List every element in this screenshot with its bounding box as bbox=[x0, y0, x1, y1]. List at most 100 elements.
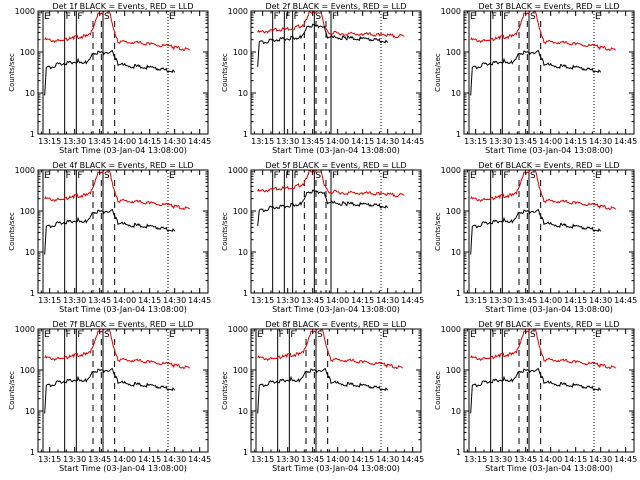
x-tick-label: 13:30 bbox=[489, 137, 512, 146]
y-tick-label: 10 bbox=[238, 248, 248, 257]
event-marker-label: F bbox=[492, 330, 497, 340]
plot-frame bbox=[250, 328, 422, 453]
x-tick-label: 13:45 bbox=[514, 455, 537, 464]
event-marker-label: E bbox=[595, 171, 601, 181]
y-tick-label: 10 bbox=[25, 407, 35, 416]
x-tick-label: 14:45 bbox=[401, 137, 424, 146]
series-line-events bbox=[257, 23, 389, 67]
event-marker-label: E bbox=[382, 171, 388, 181]
event-marker-label: E bbox=[470, 12, 476, 22]
series-line-lld bbox=[44, 329, 191, 370]
event-marker-label: F bbox=[492, 12, 497, 22]
x-tick-label: 14:15 bbox=[351, 296, 374, 305]
x-tick-label: 14:15 bbox=[138, 455, 161, 464]
series-line-events bbox=[257, 367, 389, 414]
y-tick-label: 10 bbox=[25, 248, 35, 257]
y-axis-label: Counts/sec bbox=[434, 371, 442, 410]
x-axis-label: Start Time (03-Jan-04 13:08:00) bbox=[485, 305, 613, 314]
plot-frame bbox=[463, 10, 635, 135]
y-tick-label: 100 bbox=[233, 48, 248, 57]
y-tick-label: 100 bbox=[20, 207, 35, 216]
x-tick-label: 14:00 bbox=[539, 137, 562, 146]
x-tick-label: 14:45 bbox=[188, 455, 211, 464]
x-tick-label: 13:15 bbox=[251, 137, 274, 146]
y-tick-label: 1 bbox=[30, 130, 35, 139]
event-marker-label: F bbox=[274, 171, 279, 181]
y-axis-label: Counts/sec bbox=[221, 53, 229, 92]
series-line-events bbox=[44, 49, 176, 96]
x-tick-label: 14:15 bbox=[564, 296, 587, 305]
x-tick-label: 14:30 bbox=[376, 455, 399, 464]
y-tick-label: 10 bbox=[238, 407, 248, 416]
series-line-events bbox=[44, 367, 176, 414]
event-marker-label: S bbox=[317, 330, 323, 340]
x-tick-label: 14:45 bbox=[188, 137, 211, 146]
x-tick-label: 13:45 bbox=[301, 137, 324, 146]
x-tick-label: 14:30 bbox=[589, 296, 612, 305]
y-tick-label: 100 bbox=[446, 48, 461, 57]
x-tick-label: 13:30 bbox=[489, 455, 512, 464]
x-tick-label: 14:15 bbox=[351, 137, 374, 146]
x-tick-label: 13:15 bbox=[38, 137, 61, 146]
y-tick-label: 1 bbox=[456, 289, 461, 298]
chart-title: Det 8f BLACK = Events, RED = LLD bbox=[265, 320, 406, 329]
event-marker-label: F bbox=[77, 330, 82, 340]
event-marker-label: S bbox=[530, 171, 536, 181]
event-marker-label: S bbox=[315, 171, 321, 181]
y-tick-label: 1 bbox=[243, 289, 248, 298]
x-tick-label: 13:30 bbox=[489, 296, 512, 305]
event-marker-label: E bbox=[470, 171, 476, 181]
event-marker-label: E bbox=[595, 12, 601, 22]
series-line-lld bbox=[470, 11, 617, 52]
y-tick-label: 1000 bbox=[228, 166, 248, 175]
event-marker-label: F bbox=[285, 171, 290, 181]
event-marker-label: E bbox=[44, 12, 50, 22]
x-tick-label: 14:30 bbox=[376, 137, 399, 146]
chart-title: Det 2f BLACK = Events, RED = LLD bbox=[265, 2, 406, 11]
x-tick-label: 13:45 bbox=[88, 296, 111, 305]
x-tick-label: 14:15 bbox=[138, 296, 161, 305]
event-marker-label: E bbox=[382, 12, 388, 22]
x-tick-label: 13:45 bbox=[88, 137, 111, 146]
event-marker-label: E bbox=[382, 330, 388, 340]
plot-frame bbox=[250, 10, 422, 135]
x-tick-label: 13:45 bbox=[301, 296, 324, 305]
event-marker-label: E bbox=[169, 330, 175, 340]
y-tick-label: 1 bbox=[243, 130, 248, 139]
series-line-lld bbox=[44, 11, 191, 52]
event-marker-label: E bbox=[470, 330, 476, 340]
y-axis-label: Counts/sec bbox=[221, 371, 229, 410]
event-marker-label: F bbox=[274, 12, 279, 22]
y-tick-label: 1000 bbox=[228, 325, 248, 334]
event-marker-label: F bbox=[279, 330, 284, 340]
y-tick-label: 100 bbox=[20, 366, 35, 375]
y-tick-label: 10 bbox=[25, 89, 35, 98]
series-line-events bbox=[470, 208, 602, 255]
x-tick-label: 14:15 bbox=[138, 137, 161, 146]
event-marker-label: S bbox=[530, 12, 536, 22]
x-tick-label: 13:45 bbox=[514, 296, 537, 305]
event-marker-label: F bbox=[285, 12, 290, 22]
x-tick-label: 14:00 bbox=[326, 296, 349, 305]
event-marker-label: F bbox=[290, 330, 295, 340]
x-tick-label: 14:15 bbox=[564, 137, 587, 146]
event-marker-label: F bbox=[503, 330, 508, 340]
x-tick-label: 14:00 bbox=[113, 296, 136, 305]
x-tick-label: 13:15 bbox=[38, 296, 61, 305]
event-marker-label: E bbox=[44, 330, 50, 340]
x-tick-label: 13:30 bbox=[63, 137, 86, 146]
y-tick-label: 1 bbox=[456, 448, 461, 457]
y-tick-label: 100 bbox=[233, 207, 248, 216]
x-tick-label: 13:30 bbox=[63, 455, 86, 464]
x-tick-label: 13:45 bbox=[88, 455, 111, 464]
y-tick-label: 1000 bbox=[15, 166, 35, 175]
x-tick-label: 13:15 bbox=[464, 455, 487, 464]
x-tick-label: 14:15 bbox=[564, 455, 587, 464]
chart-title: Det 5f BLACK = Events, RED = LLD bbox=[265, 161, 406, 170]
event-marker-label: F bbox=[503, 12, 508, 22]
